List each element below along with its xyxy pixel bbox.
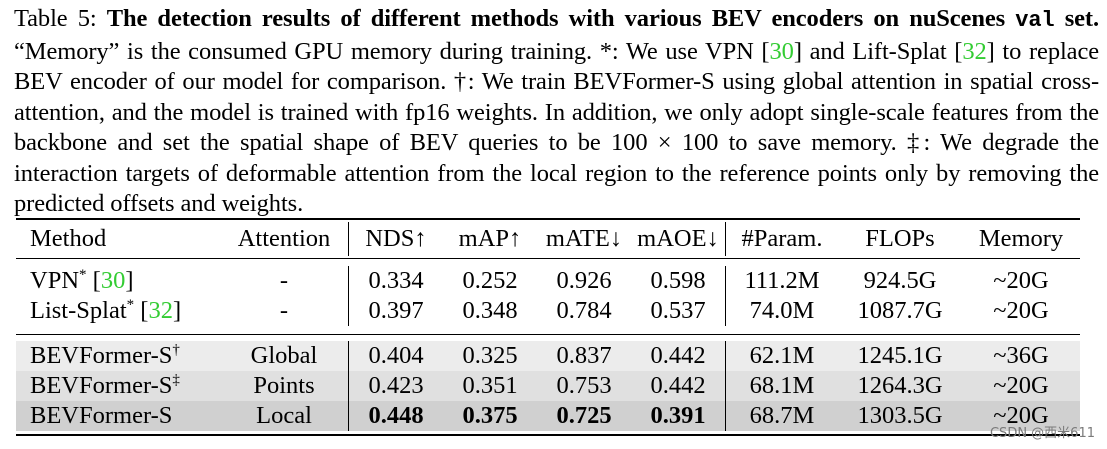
results-table-group-1: VPN* [30] - 0.334 0.252 0.926 0.598 111.… bbox=[16, 266, 1080, 326]
cell-memory: ~20G bbox=[993, 297, 1049, 324]
cell-method: VPN* [30] bbox=[30, 267, 134, 294]
cell-flops: 1245.1G bbox=[857, 342, 943, 369]
header-maoe: mAOE↓ bbox=[637, 225, 719, 252]
header-flops: FLOPs bbox=[865, 225, 935, 252]
header-map: mAP↑ bbox=[458, 225, 522, 252]
cell-flops: 1087.7G bbox=[857, 297, 943, 324]
cell-maoe: 0.598 bbox=[650, 267, 706, 294]
cell-maoe: 0.391 bbox=[650, 402, 706, 429]
cell-param: 68.1M bbox=[725, 371, 838, 401]
header-mate: mATE↓ bbox=[545, 225, 623, 252]
caption-text-1: “Memory” is the consumed GPU memory duri… bbox=[14, 37, 770, 65]
results-table: Method Attention NDS↑ mAP↑ mATE↓ mAOE↓ #… bbox=[16, 222, 1080, 256]
header-nds: NDS↑ bbox=[348, 222, 443, 256]
citation-link[interactable]: 30 bbox=[100, 267, 126, 294]
header-attention: Attention bbox=[237, 225, 331, 252]
cell-nds: 0.404 bbox=[348, 341, 443, 371]
cell-map: 0.351 bbox=[462, 372, 518, 399]
cell-map: 0.325 bbox=[462, 342, 518, 369]
cell-method: BEVFormer-S bbox=[30, 402, 173, 429]
cell-memory: ~36G bbox=[993, 342, 1049, 369]
cell-method: BEVFormer-S‡ bbox=[30, 372, 180, 399]
cell-memory: ~20G bbox=[993, 267, 1049, 294]
cell-param: 111.2M bbox=[725, 266, 838, 296]
watermark: CSDN @西米611 bbox=[989, 426, 1095, 441]
citation-link[interactable]: 32 bbox=[148, 297, 173, 324]
table-row: BEVFormer-S‡ Points 0.423 0.351 0.753 0.… bbox=[16, 371, 1080, 401]
cell-mate: 0.926 bbox=[556, 267, 612, 294]
cell-flops: 1303.5G bbox=[857, 402, 943, 429]
cell-mate: 0.837 bbox=[556, 342, 612, 369]
cell-memory: ~20G bbox=[993, 372, 1049, 399]
cell-memory: ~20G bbox=[993, 402, 1049, 429]
cell-nds: 0.423 bbox=[348, 371, 443, 401]
table-row: BEVFormer-S Local 0.448 0.375 0.725 0.39… bbox=[16, 401, 1080, 431]
table-row: BEVFormer-S† Global 0.404 0.325 0.837 0.… bbox=[16, 341, 1080, 371]
cell-method: BEVFormer-S† bbox=[30, 342, 180, 369]
cell-maoe: 0.537 bbox=[650, 297, 706, 324]
cell-map: 0.252 bbox=[462, 267, 518, 294]
cell-mate: 0.784 bbox=[556, 297, 612, 324]
table-row: List-Splat* [32] - 0.397 0.348 0.784 0.5… bbox=[16, 296, 1080, 326]
cell-flops: 1264.3G bbox=[857, 372, 943, 399]
cell-maoe: 0.442 bbox=[650, 342, 706, 369]
table-header-row: Method Attention NDS↑ mAP↑ mATE↓ mAOE↓ #… bbox=[16, 222, 1080, 256]
cell-nds: 0.448 bbox=[348, 401, 443, 431]
table-top-rule bbox=[16, 218, 1080, 220]
cell-nds: 0.397 bbox=[348, 296, 443, 326]
cell-param: 62.1M bbox=[725, 341, 838, 371]
cell-flops: 924.5G bbox=[863, 267, 937, 294]
header-param: #Param. bbox=[725, 222, 838, 256]
caption-title: The detection results of different metho… bbox=[106, 5, 1006, 32]
cell-map: 0.348 bbox=[462, 297, 518, 324]
cell-attention: - bbox=[279, 297, 289, 324]
citation-link[interactable]: 32 bbox=[962, 37, 987, 65]
group-rule bbox=[16, 334, 1080, 335]
header-rule bbox=[16, 258, 1080, 259]
table-bottom-rule bbox=[16, 434, 1080, 436]
cell-param: 74.0M bbox=[725, 296, 838, 326]
header-method: Method bbox=[30, 225, 107, 252]
caption-label: Table 5: bbox=[14, 5, 97, 32]
table-caption: Table 5: The detection results of differ… bbox=[14, 4, 1099, 220]
citation-link[interactable]: 30 bbox=[769, 37, 794, 65]
cell-attention: Global bbox=[250, 342, 318, 369]
cell-param: 68.7M bbox=[725, 401, 838, 431]
cell-attention: Points bbox=[253, 372, 315, 399]
cell-map: 0.375 bbox=[462, 402, 518, 429]
cell-attention: - bbox=[279, 267, 289, 294]
caption-val: val bbox=[1015, 8, 1055, 33]
caption-text-3: ] to replace BEV encoder of our model fo… bbox=[14, 37, 1099, 218]
cell-attention: Local bbox=[256, 402, 312, 429]
cell-method: List-Splat* [32] bbox=[30, 297, 182, 324]
caption-text-2: ] and Lift-Splat [ bbox=[793, 37, 963, 65]
caption-set: set. bbox=[1064, 5, 1099, 32]
cell-mate: 0.753 bbox=[556, 372, 612, 399]
cell-mate: 0.725 bbox=[556, 402, 612, 429]
header-memory: Memory bbox=[978, 225, 1064, 252]
cell-maoe: 0.442 bbox=[650, 372, 706, 399]
table-row: VPN* [30] - 0.334 0.252 0.926 0.598 111.… bbox=[16, 266, 1080, 296]
results-table-group-2: BEVFormer-S† Global 0.404 0.325 0.837 0.… bbox=[16, 341, 1080, 431]
cell-nds: 0.334 bbox=[348, 266, 443, 296]
